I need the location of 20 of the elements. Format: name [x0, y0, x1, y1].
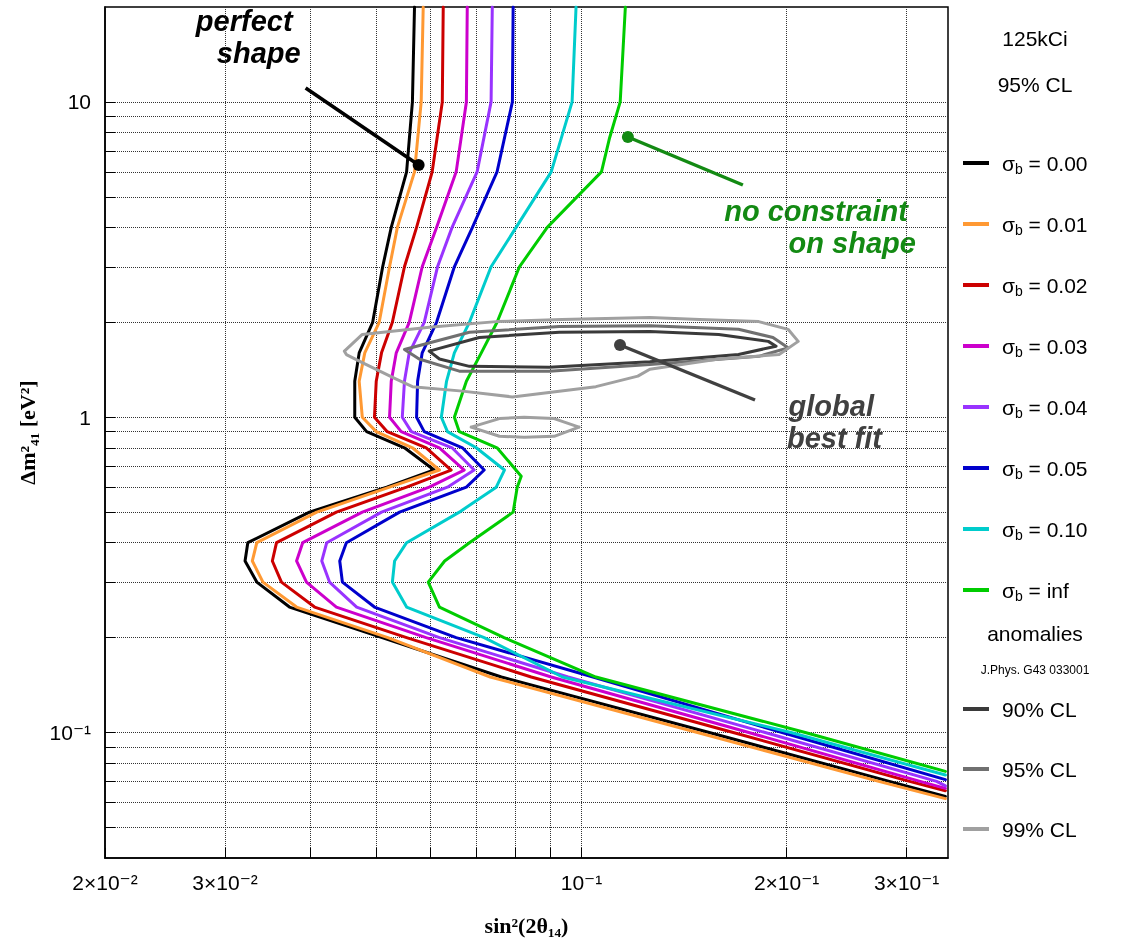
legend-label: 90% CL	[1002, 697, 1077, 721]
x-tick-label: 2×10⁻²	[72, 871, 138, 894]
text: J.Phys. G43 033001	[980, 663, 1090, 677]
y-tick-label: 10⁻¹	[49, 721, 92, 745]
y-tick-label: 10	[67, 90, 91, 114]
y-tick-label: 1	[79, 405, 91, 429]
x-tick-label: 10⁻¹	[560, 871, 603, 894]
x-axis-title: sin²(2θ₁₄)	[484, 912, 569, 938]
legend-label: 95% CL	[1002, 757, 1077, 781]
legend-title: 125kCi	[1002, 27, 1068, 50]
annotation: global best fit	[786, 390, 884, 454]
annotation: perfect shape	[194, 4, 301, 69]
y-axis-title: Δm²₄₁ [eV²]	[15, 380, 41, 485]
legend-label: 99% CL	[1002, 817, 1077, 841]
x-tick-label: 3×10⁻¹	[873, 871, 940, 894]
x-tick-label: 3×10⁻²	[192, 871, 258, 894]
text: anomalies	[987, 622, 1083, 645]
text: 95% CL	[997, 73, 1073, 96]
x-tick-label: 2×10⁻¹	[753, 871, 820, 894]
annotation: no constraint on shape	[724, 195, 916, 259]
